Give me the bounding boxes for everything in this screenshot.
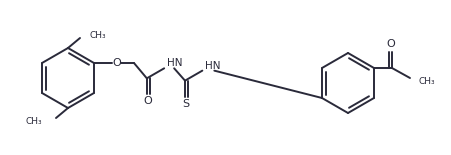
Text: CH₃: CH₃ <box>419 77 436 86</box>
Text: HN: HN <box>205 61 221 71</box>
Text: O: O <box>113 58 121 68</box>
Text: CH₃: CH₃ <box>90 31 106 40</box>
Text: O: O <box>387 39 396 49</box>
Text: O: O <box>143 96 152 106</box>
Text: S: S <box>183 99 189 109</box>
Text: HN: HN <box>167 58 183 68</box>
Text: CH₃: CH₃ <box>25 117 42 126</box>
